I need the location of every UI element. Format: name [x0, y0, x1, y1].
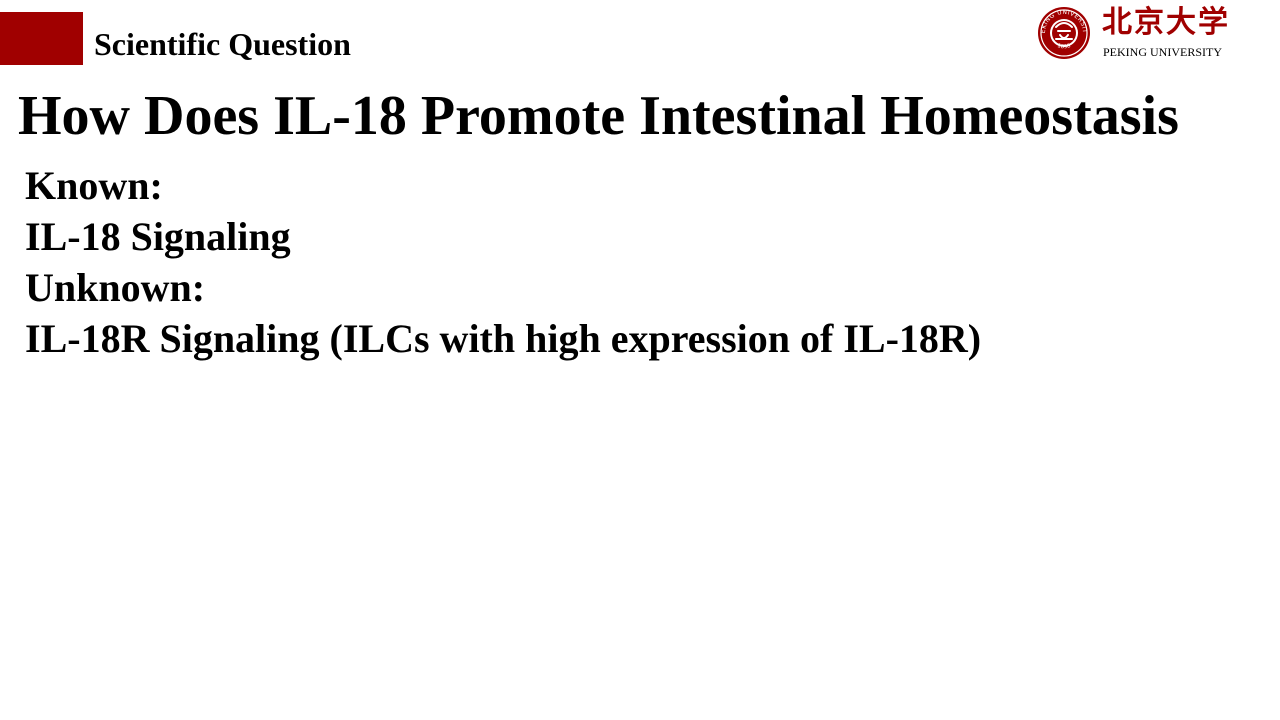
logo-chinese-name: 北京大学 — [1102, 5, 1230, 40]
unknown-heading: Unknown: — [25, 265, 206, 310]
known-heading: Known: — [25, 163, 163, 208]
slide-title: How Does IL-18 Promote Intestinal Homeos… — [18, 85, 1179, 147]
known-item: IL-18 Signaling — [25, 214, 291, 259]
logo-english-name: PEKING UNIVERSITY — [1103, 45, 1222, 59]
accent-block — [0, 12, 83, 65]
seal-year-text: 1898 — [1057, 43, 1072, 50]
unknown-item: IL-18R Signaling (ILCs with high express… — [25, 316, 982, 361]
slide-content: Known: IL-18 Signaling Unknown: IL-18R S… — [25, 160, 1265, 364]
university-logo: PEKING UNIVERSITY 1898 北京大学 PEKING UNIVE… — [1036, 5, 1236, 61]
svg-text:1898: 1898 — [1057, 43, 1072, 50]
section-label: Scientific Question — [94, 26, 351, 62]
peking-university-seal-icon: PEKING UNIVERSITY 1898 — [1036, 5, 1090, 59]
